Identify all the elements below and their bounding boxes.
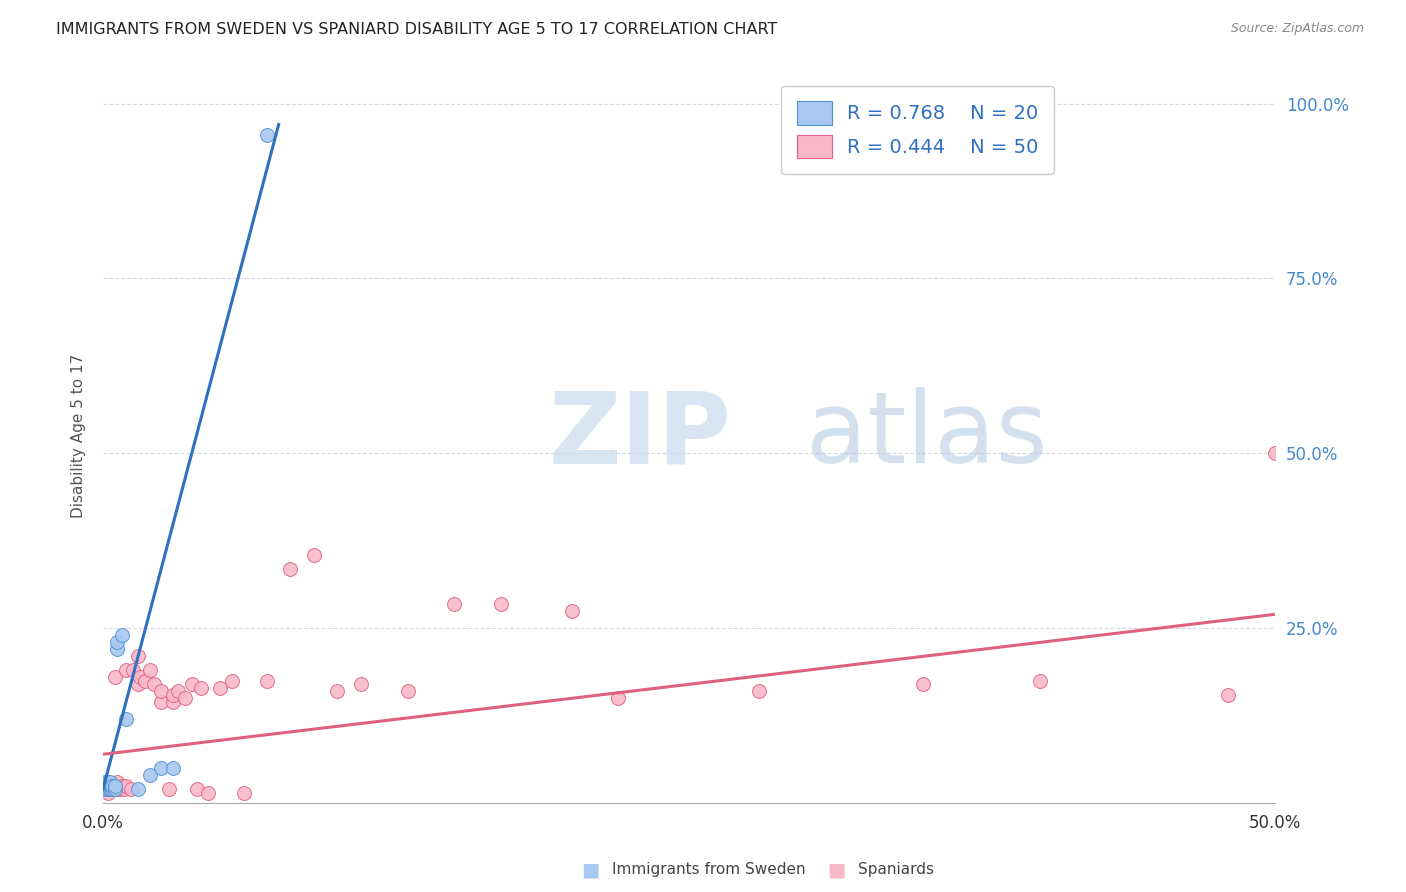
Point (139, 768, 162, 782)
Point (326, 684, 349, 698)
Point (111, 779, 134, 793)
Point (181, 677, 204, 691)
Text: Immigrants from Sweden: Immigrants from Sweden (612, 863, 806, 877)
Text: ■: ■ (827, 860, 846, 880)
Point (98, 782, 121, 797)
Point (127, 677, 149, 691)
Point (98, 782, 121, 797)
Point (94, 775, 117, 789)
Point (162, 695, 184, 709)
Point (150, 695, 173, 709)
Point (127, 649, 149, 664)
Point (120, 782, 142, 797)
Point (94, 782, 117, 797)
Text: ZIP: ZIP (548, 387, 731, 484)
Point (105, 775, 128, 789)
Point (104, 782, 127, 797)
Text: Spaniards: Spaniards (858, 863, 934, 877)
Text: IMMIGRANTS FROM SWEDEN VS SPANIARD DISABILITY AGE 5 TO 17 CORRELATION CHART: IMMIGRANTS FROM SWEDEN VS SPANIARD DISAB… (56, 22, 778, 37)
Point (101, 779, 124, 793)
Point (157, 782, 180, 797)
Point (122, 663, 145, 677)
Point (167, 684, 190, 698)
Point (104, 782, 127, 797)
Point (1216, 688, 1239, 702)
Point (129, 670, 152, 684)
Point (115, 779, 138, 793)
Point (115, 712, 138, 726)
Point (101, 782, 124, 797)
Point (112, 782, 135, 797)
Point (104, 670, 127, 684)
Point (105, 635, 128, 649)
Point (443, 597, 465, 611)
Point (607, 691, 630, 706)
Point (98, 775, 121, 789)
Point (134, 673, 156, 688)
Point (256, 128, 278, 142)
Point (232, 786, 254, 800)
Point (98, 779, 121, 793)
Point (94, 782, 117, 797)
Point (396, 684, 419, 698)
Point (186, 782, 208, 797)
Point (1264, 446, 1286, 460)
Point (209, 681, 232, 695)
Point (162, 761, 184, 775)
Point (98, 779, 121, 793)
Point (104, 779, 127, 793)
Point (115, 663, 138, 677)
Point (105, 642, 128, 657)
Point (150, 761, 173, 775)
Point (111, 628, 134, 642)
Point (280, 562, 302, 576)
Point (302, 548, 325, 562)
Point (143, 677, 166, 691)
Point (350, 677, 373, 691)
Point (221, 673, 243, 688)
Point (162, 688, 184, 702)
Point (127, 782, 149, 797)
Point (1029, 673, 1052, 688)
Point (748, 684, 770, 698)
Point (912, 677, 935, 691)
Point (108, 782, 131, 797)
Point (97, 782, 120, 797)
Point (97, 786, 120, 800)
Legend: R = 0.768    N = 20, R = 0.444    N = 50: R = 0.768 N = 20, R = 0.444 N = 50 (780, 86, 1054, 174)
Point (139, 663, 162, 677)
Point (174, 691, 197, 706)
Point (197, 786, 219, 800)
Point (97, 775, 120, 789)
Y-axis label: Disability Age 5 to 17: Disability Age 5 to 17 (72, 354, 86, 518)
Text: Source: ZipAtlas.com: Source: ZipAtlas.com (1230, 22, 1364, 36)
Point (101, 779, 124, 793)
Text: atlas: atlas (806, 387, 1047, 484)
Point (561, 604, 583, 618)
Text: ■: ■ (581, 860, 600, 880)
Point (190, 681, 212, 695)
Point (256, 673, 278, 688)
Point (150, 684, 173, 698)
Point (491, 597, 513, 611)
